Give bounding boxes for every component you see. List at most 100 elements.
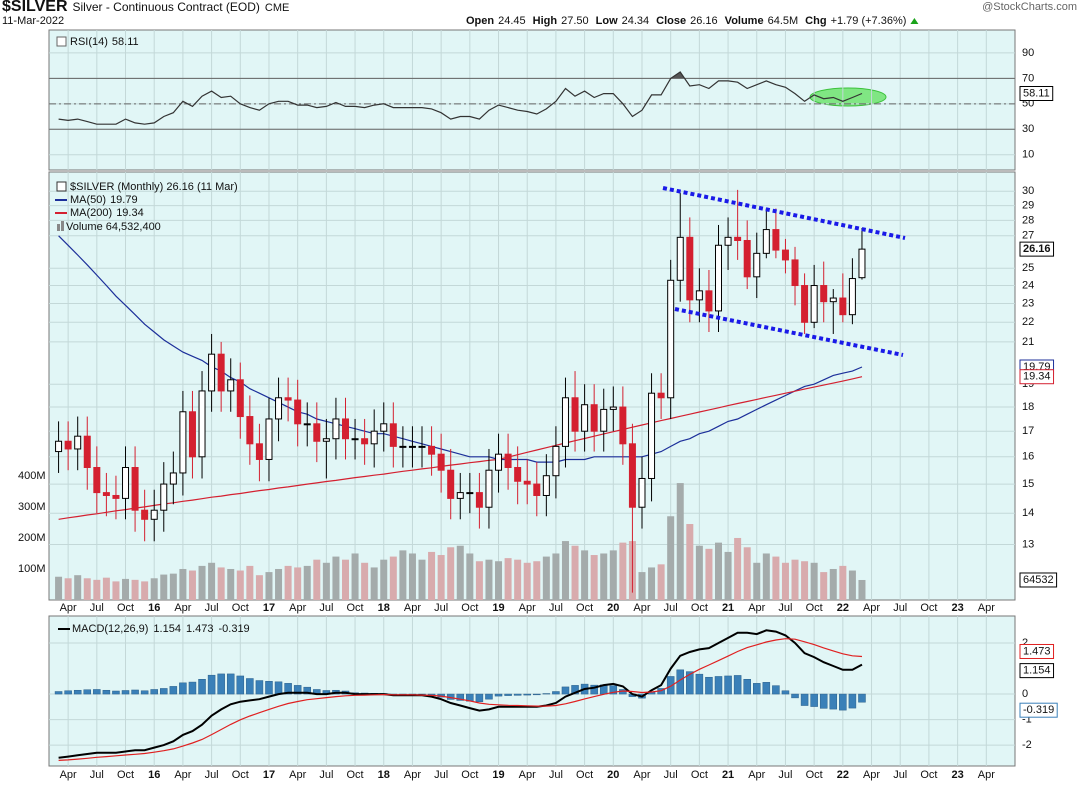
candle-body <box>781 249 789 261</box>
date: 11-Mar-2022 <box>2 15 64 27</box>
candle-body <box>743 239 751 278</box>
volume-bar <box>638 572 646 600</box>
x-tick-label: Apr <box>863 769 880 781</box>
volume-bar <box>820 572 828 600</box>
volume-bar <box>322 562 330 600</box>
histogram-bar <box>64 690 72 695</box>
y-tick-label: 29 <box>1022 199 1034 211</box>
volume-bar <box>74 575 82 600</box>
volume-bar <box>552 553 560 600</box>
candle-body <box>198 390 206 458</box>
x-tick-label: 19 <box>492 602 504 614</box>
candle-body <box>246 416 254 445</box>
x-tick-label: Oct <box>691 769 708 781</box>
histogram-bar <box>733 675 742 695</box>
value-box <box>1019 85 1054 101</box>
volume-bar <box>676 483 684 600</box>
x-tick-label: 16 <box>148 602 160 614</box>
volume-bar <box>581 550 589 600</box>
x-tick-label: Apr <box>748 602 765 614</box>
volume-bar <box>829 568 837 600</box>
ma-line <box>58 235 863 463</box>
candle-body <box>485 469 493 508</box>
histogram-bar <box>236 675 245 695</box>
histogram-bar <box>475 693 484 702</box>
histogram-bar <box>293 685 302 695</box>
quote-label: Chg <box>805 15 826 27</box>
volume-bar <box>571 545 579 600</box>
legend-value: -0.319 <box>218 623 249 635</box>
quote-value: 26.16 <box>690 15 718 27</box>
volume-bar <box>753 562 761 600</box>
quote-value: 64.5M <box>768 15 799 27</box>
y-tick-label: 30 <box>1022 185 1034 197</box>
histogram-bar <box>112 690 120 695</box>
volume-legend: Volume 64,532,400 <box>66 221 161 233</box>
volume-bar <box>255 575 263 600</box>
y-tick-label: 28 <box>1022 214 1034 226</box>
volume-bar <box>246 565 254 600</box>
volume-bar <box>686 524 694 600</box>
x-tick-label: Jul <box>205 602 219 614</box>
candle-body <box>55 440 63 453</box>
candle-body <box>179 411 187 474</box>
histogram-bar <box>839 693 847 711</box>
volume-bar <box>160 574 168 600</box>
histogram-bar <box>93 689 101 695</box>
volume-bar <box>848 570 856 600</box>
x-tick-label: Apr <box>863 602 880 614</box>
x-tick-label: Apr <box>404 769 421 781</box>
candle-body <box>542 475 550 496</box>
volume-bar <box>112 581 120 600</box>
candle-body <box>810 285 818 323</box>
rsi-line <box>58 71 863 125</box>
quote-label: Low <box>596 15 618 27</box>
histogram-bar <box>265 681 273 695</box>
legend-label: MA(50) <box>70 194 106 206</box>
histogram-bar <box>791 693 799 699</box>
volume-bar <box>475 561 483 600</box>
legend-label: MACD(12,26,9) <box>72 623 148 635</box>
candle-body <box>102 492 110 496</box>
legend-value: 1.154 <box>153 623 181 635</box>
histogram-bar <box>255 680 264 695</box>
candle-body <box>341 418 349 440</box>
candle-body <box>64 440 72 450</box>
histogram-bar <box>542 693 551 695</box>
candle-body <box>504 453 512 469</box>
candle-body <box>590 404 598 432</box>
candle-body <box>361 438 369 445</box>
volume-bar <box>734 537 742 600</box>
x-tick-label: 17 <box>263 769 275 781</box>
histogram-bar <box>523 693 531 696</box>
volume-bar <box>188 570 196 600</box>
candle-body <box>772 229 780 251</box>
volume-bar <box>791 559 799 600</box>
histogram-bar <box>73 689 82 695</box>
histogram-bar <box>217 673 225 695</box>
quote-label: Close <box>656 15 686 27</box>
volume-bar <box>428 551 436 600</box>
volume-bar <box>695 545 703 600</box>
histogram-bar <box>819 693 828 709</box>
x-tick-label: 22 <box>837 769 849 781</box>
value-box <box>1019 241 1055 257</box>
watermark: @StockCharts.com <box>982 1 1077 13</box>
histogram-bar <box>160 688 168 695</box>
volume-bar <box>466 553 474 600</box>
y-tick-label: 2 <box>1022 637 1028 649</box>
histogram-bar <box>705 676 713 695</box>
volume-bar <box>332 556 340 600</box>
histogram-bar <box>188 681 197 695</box>
candle-body <box>131 467 139 511</box>
candle-body <box>294 399 302 425</box>
candle-body <box>791 259 799 287</box>
volume-bar <box>801 561 809 600</box>
x-tick-label: Jul <box>319 602 333 614</box>
x-tick-label: Oct <box>117 769 134 781</box>
volume-bar <box>179 568 187 600</box>
volume-bar <box>380 559 388 600</box>
y-tick-label: 23 <box>1022 297 1034 309</box>
volume-bar <box>208 562 216 600</box>
change-arrow <box>910 18 919 24</box>
